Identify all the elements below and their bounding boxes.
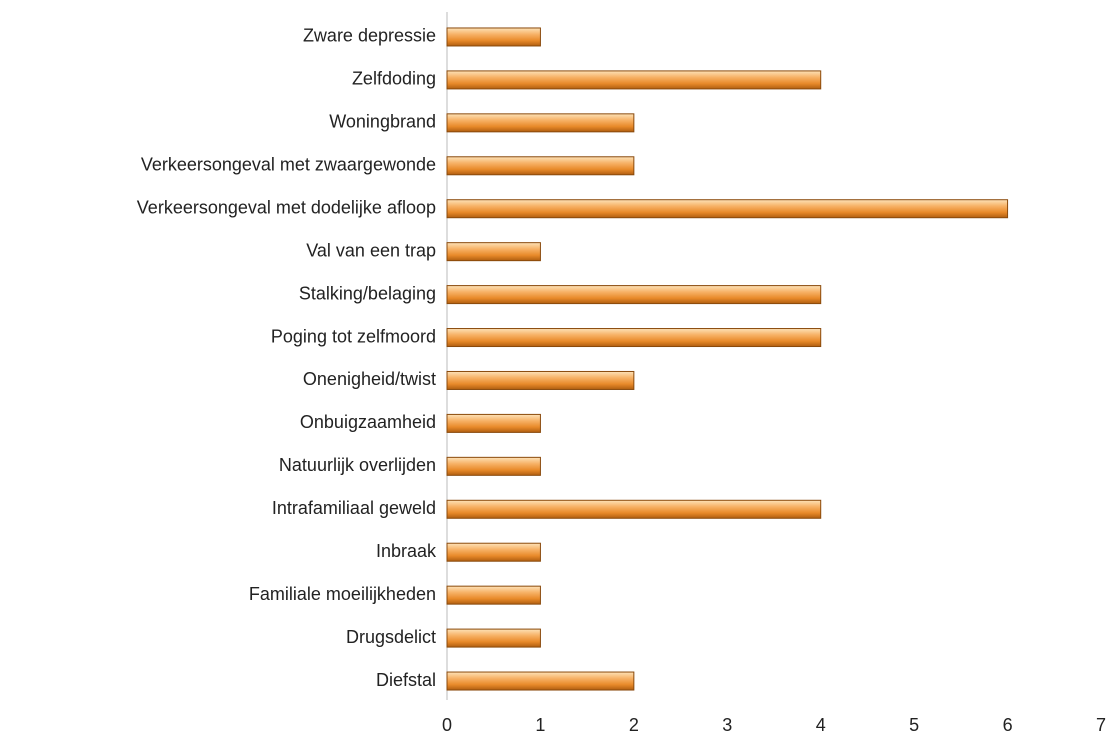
y-tick-label: Onbuigzaamheid [300, 412, 436, 432]
bar [446, 156, 635, 176]
bar [446, 456, 541, 476]
y-tick-label: Intrafamiliaal geweld [272, 498, 436, 518]
bar [446, 413, 541, 433]
bar [446, 542, 541, 562]
y-tick-label: Natuurlijk overlijden [279, 455, 436, 475]
x-tick-label: 0 [442, 715, 452, 735]
bar [446, 70, 822, 90]
x-tick-label: 1 [535, 715, 545, 735]
bar [446, 585, 541, 605]
y-tick-label: Onenigheid/twist [303, 369, 436, 389]
y-tick-label: Val van een trap [306, 240, 436, 260]
y-tick-label: Familiale moeilijkheden [249, 584, 436, 604]
bar [446, 499, 822, 519]
x-tick-label: 5 [909, 715, 919, 735]
y-tick-label: Verkeersongeval met dodelijke afloop [137, 197, 436, 217]
y-tick-label: Drugsdelict [346, 627, 436, 647]
bar [446, 328, 822, 348]
y-tick-label: Inbraak [376, 541, 437, 561]
y-tick-label: Zware depressie [303, 26, 436, 46]
bar [446, 242, 541, 262]
y-tick-label: Stalking/belaging [299, 283, 436, 303]
y-tick-label: Zelfdoding [352, 69, 436, 89]
x-tick-label: 6 [1003, 715, 1013, 735]
x-tick-label: 3 [722, 715, 732, 735]
y-tick-label: Verkeersongeval met zwaargewonde [141, 155, 436, 175]
bar [446, 199, 1009, 219]
x-tick-label: 4 [816, 715, 826, 735]
bar [446, 628, 541, 648]
x-tick-label: 7 [1096, 715, 1106, 735]
bar [446, 370, 635, 390]
y-tick-label: Poging tot zelfmoord [271, 326, 436, 346]
bar [446, 27, 541, 47]
y-tick-label: Woningbrand [329, 112, 436, 132]
bar [446, 285, 822, 305]
y-tick-label: Diefstal [376, 670, 436, 690]
bar [446, 671, 635, 691]
bar [446, 113, 635, 133]
x-tick-label: 2 [629, 715, 639, 735]
